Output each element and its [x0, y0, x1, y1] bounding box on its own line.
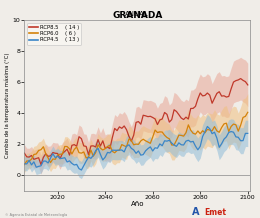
- Text: ANUAL: ANUAL: [125, 11, 149, 17]
- Text: Emet: Emet: [204, 208, 226, 217]
- Text: A: A: [192, 207, 200, 217]
- Text: © Agencia Estatal de Meteorología: © Agencia Estatal de Meteorología: [5, 213, 67, 217]
- Legend: RCP8.5    ( 14 ), RCP6.0    ( 6 ), RCP4.5    ( 13 ): RCP8.5 ( 14 ), RCP6.0 ( 6 ), RCP4.5 ( 13…: [27, 23, 81, 44]
- Title: GRANADA: GRANADA: [112, 11, 162, 20]
- X-axis label: Año: Año: [131, 201, 144, 207]
- Y-axis label: Cambio de la temperatura máxima (°C): Cambio de la temperatura máxima (°C): [4, 53, 10, 158]
